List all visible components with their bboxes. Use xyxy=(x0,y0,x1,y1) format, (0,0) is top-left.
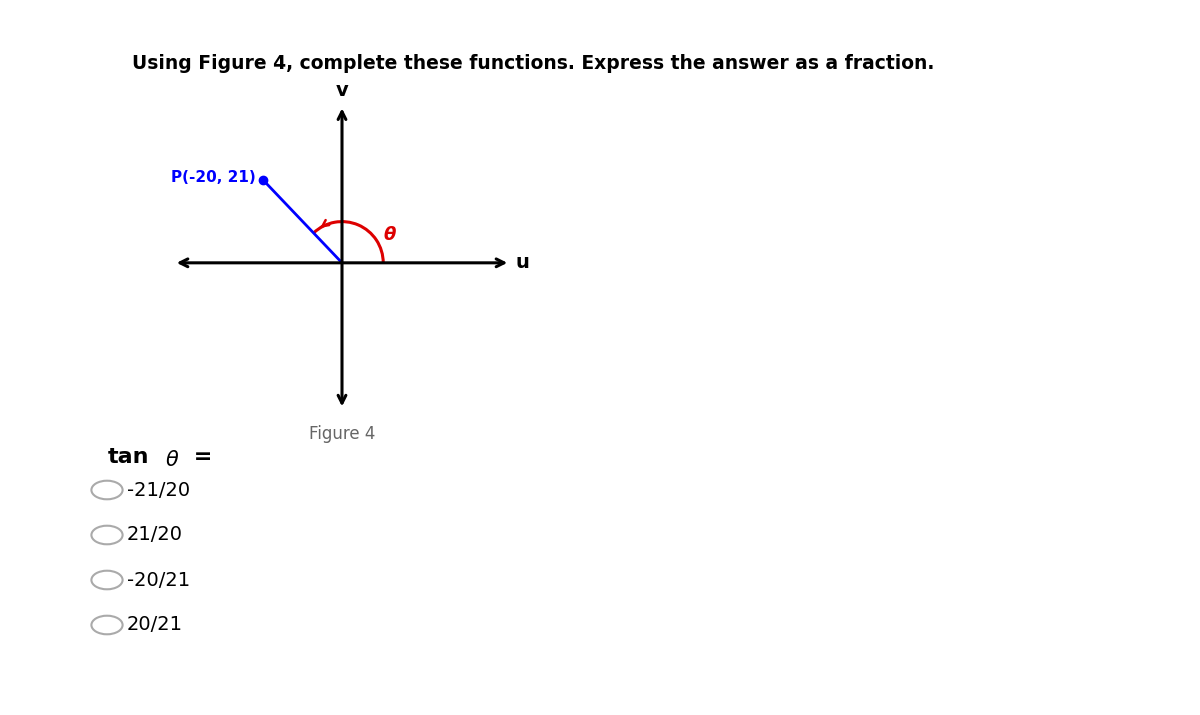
Text: tan: tan xyxy=(108,447,150,467)
Text: P(-20, 21): P(-20, 21) xyxy=(172,169,256,184)
Text: -20/21: -20/21 xyxy=(127,571,190,589)
Text: 21/20: 21/20 xyxy=(127,526,182,545)
Text: θ: θ xyxy=(166,450,179,470)
Text: u: u xyxy=(516,253,529,272)
Text: -21/20: -21/20 xyxy=(127,480,190,500)
Text: θ: θ xyxy=(384,227,396,245)
Text: 20/21: 20/21 xyxy=(127,616,182,634)
Text: Figure 4: Figure 4 xyxy=(308,425,376,443)
Text: v: v xyxy=(336,81,348,100)
Text: Using Figure 4, complete these functions. Express the answer as a fraction.: Using Figure 4, complete these functions… xyxy=(132,54,935,73)
Text: =: = xyxy=(186,447,212,467)
